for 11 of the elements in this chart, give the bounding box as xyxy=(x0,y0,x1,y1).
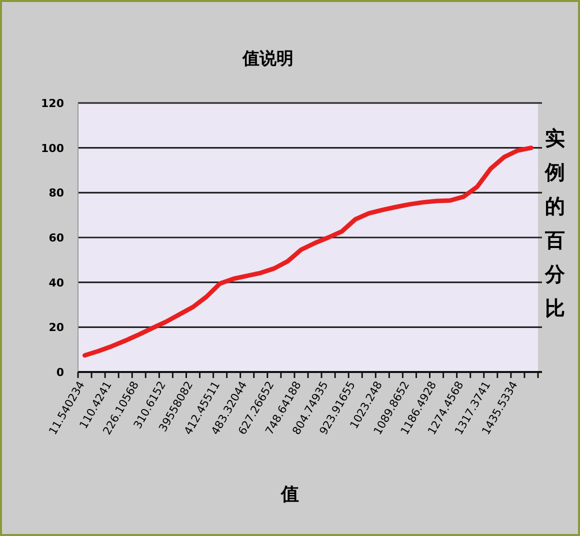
y-tick-label: 0 xyxy=(56,366,64,379)
y-tick-label: 40 xyxy=(48,276,64,290)
y-axis-title: 实例的百分比 xyxy=(544,126,566,320)
y-tick-label: 80 xyxy=(48,186,64,200)
line-series xyxy=(82,146,534,358)
x-axis-title: 值 xyxy=(280,484,299,505)
y-tick-label: 120 xyxy=(41,97,64,110)
y-tick-label: 20 xyxy=(48,321,64,334)
chart-title: 值说明 xyxy=(242,49,294,69)
y-tick-label: 60 xyxy=(48,232,64,244)
y-tick-label: 100 xyxy=(41,142,64,155)
